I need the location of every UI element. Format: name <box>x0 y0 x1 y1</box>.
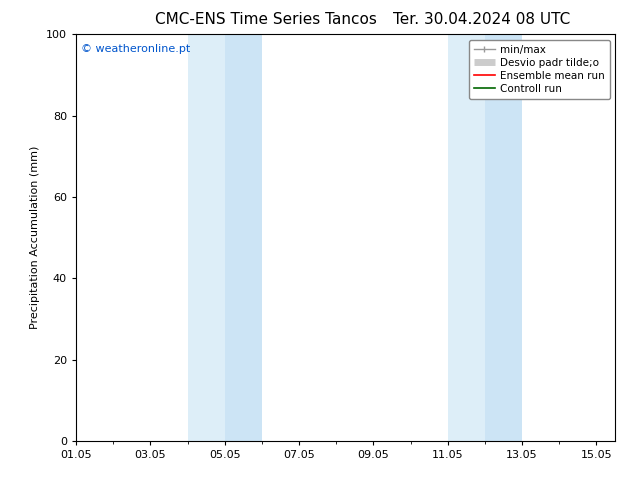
Legend: min/max, Desvio padr tilde;o, Ensemble mean run, Controll run: min/max, Desvio padr tilde;o, Ensemble m… <box>469 40 610 99</box>
Bar <box>188 34 224 441</box>
Bar <box>224 34 262 441</box>
Y-axis label: Precipitation Accumulation (mm): Precipitation Accumulation (mm) <box>30 146 41 329</box>
Bar <box>448 34 485 441</box>
Text: Ter. 30.04.2024 08 UTC: Ter. 30.04.2024 08 UTC <box>393 12 571 27</box>
Text: © weatheronline.pt: © weatheronline.pt <box>81 45 191 54</box>
Text: CMC-ENS Time Series Tancos: CMC-ENS Time Series Tancos <box>155 12 377 27</box>
Bar <box>485 34 522 441</box>
